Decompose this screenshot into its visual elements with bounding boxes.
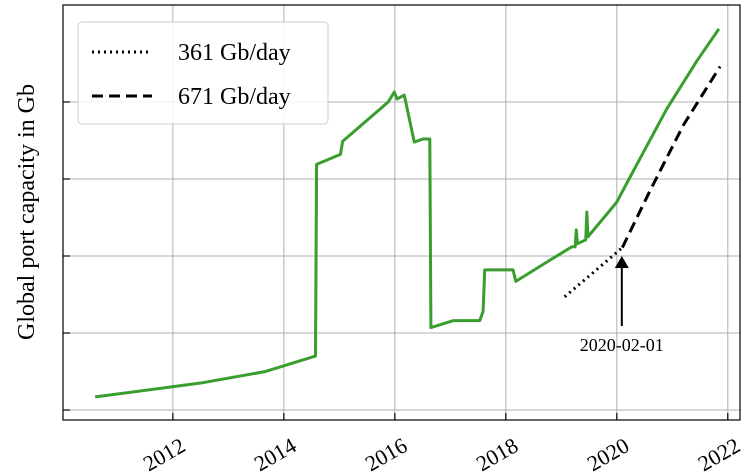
legend-label: 361 Gb/day: [178, 40, 291, 66]
plot-frame: [62, 4, 741, 421]
x-tick-label: 2016: [361, 433, 412, 476]
line: [94, 28, 721, 399]
x-tick-label: 2012: [139, 433, 190, 476]
line: [621, 65, 722, 249]
line: [563, 246, 624, 298]
annotation-arrowhead: [614, 256, 629, 269]
y-axis-label: Global port capacity in Gb: [14, 84, 40, 340]
x-tick-label: 2014: [250, 433, 301, 476]
legend-label: 671 Gb/day: [178, 84, 291, 110]
legend: 361 Gb/day 671 Gb/day: [77, 21, 329, 125]
x-tick-label: 2022: [694, 433, 745, 476]
x-tick-label: 2018: [472, 433, 523, 476]
x-tick-label: 2020: [583, 433, 634, 476]
annotation-text: 2020-02-01: [580, 335, 664, 355]
legend-box: [77, 21, 329, 125]
